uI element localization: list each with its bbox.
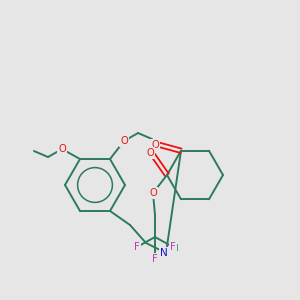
Text: F: F — [170, 242, 176, 252]
Text: O: O — [146, 148, 154, 158]
Text: F: F — [152, 254, 158, 264]
Text: F: F — [134, 242, 140, 252]
Text: O: O — [149, 188, 157, 198]
Text: O: O — [120, 136, 128, 146]
Text: H: H — [172, 244, 178, 253]
Text: N: N — [160, 248, 168, 258]
Text: O: O — [58, 144, 66, 154]
Text: O: O — [151, 140, 159, 150]
